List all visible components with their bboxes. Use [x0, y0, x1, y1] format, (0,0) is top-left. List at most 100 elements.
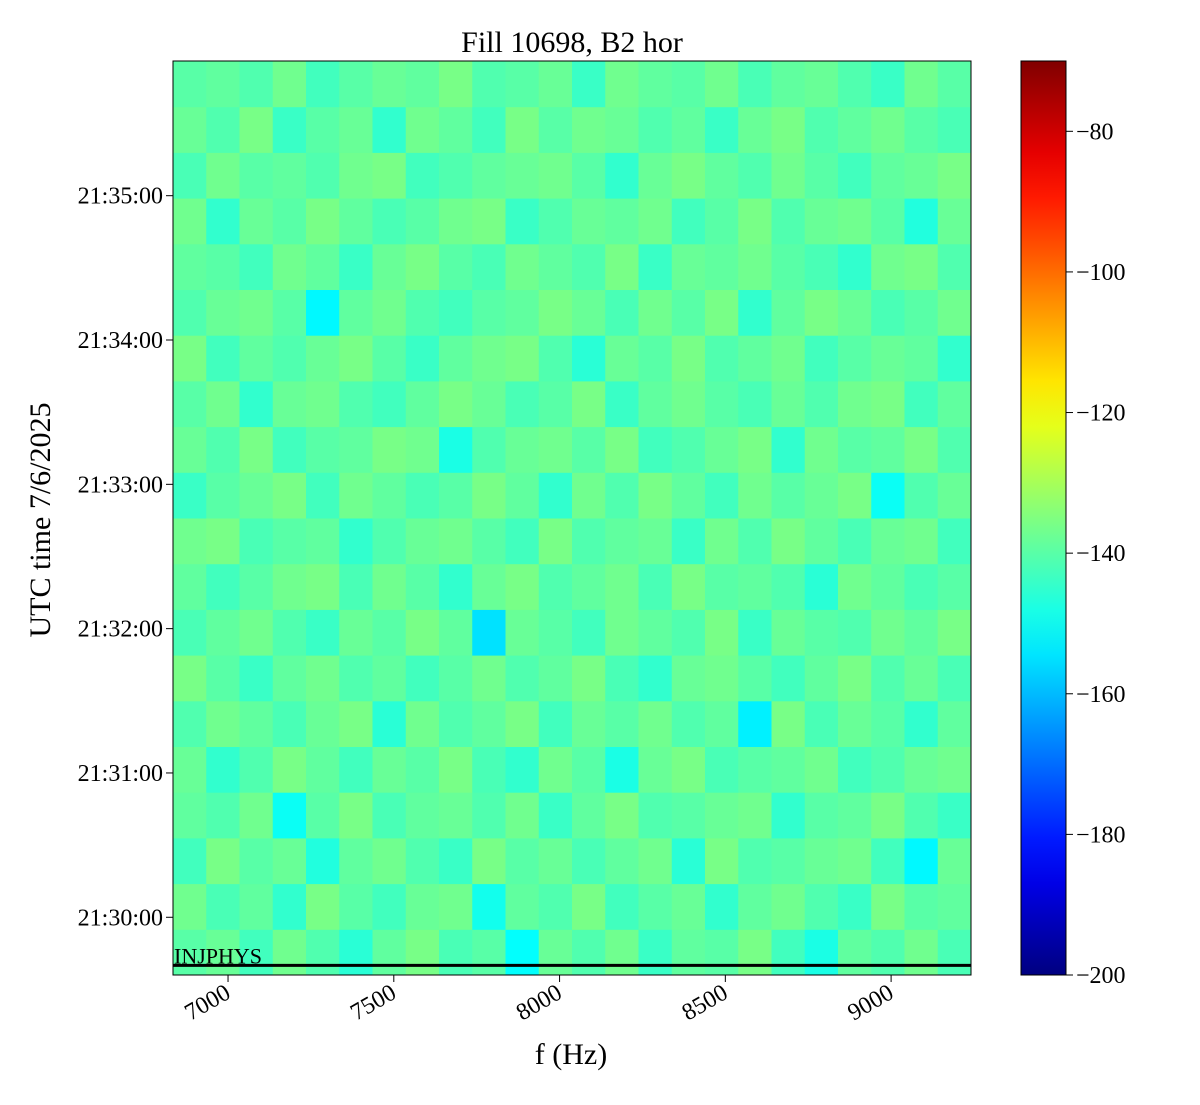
heatmap-cell — [671, 792, 706, 839]
heatmap-cell — [239, 335, 274, 382]
heatmap-cell — [671, 609, 706, 656]
heatmap-cell — [472, 700, 506, 747]
heatmap-cell — [472, 792, 506, 839]
heatmap-cell — [472, 61, 506, 108]
heatmap-cell — [538, 152, 573, 199]
heatmap-cell — [904, 106, 939, 153]
heatmap-cell — [638, 472, 673, 519]
heatmap-cell — [372, 655, 407, 702]
heatmap-cell — [605, 563, 639, 610]
heatmap-cell — [771, 792, 806, 839]
heatmap — [173, 61, 972, 976]
heatmap-cell — [272, 198, 307, 245]
heatmap-cell — [738, 563, 772, 610]
heatmap-cell — [638, 929, 673, 976]
heatmap-cell — [272, 61, 307, 108]
heatmap-cell — [306, 746, 340, 793]
heatmap-cell — [572, 609, 606, 656]
heatmap-cell — [937, 609, 972, 656]
heatmap-cell — [572, 883, 606, 930]
heatmap-cell — [405, 883, 440, 930]
heatmap-cell — [372, 289, 407, 336]
heatmap-cell — [937, 837, 972, 885]
heatmap-cell — [671, 518, 706, 565]
heatmap-cell — [671, 837, 706, 885]
heatmap-cell — [871, 289, 905, 336]
heatmap-cell — [206, 609, 240, 656]
heatmap-cell — [372, 792, 407, 839]
heatmap-cell — [206, 929, 240, 976]
heatmap-cell — [372, 426, 407, 473]
heatmap-cell — [239, 380, 274, 428]
colorbar-tick-label: −80 — [1076, 119, 1114, 145]
heatmap-cell — [439, 335, 473, 382]
heatmap-cell — [738, 198, 772, 245]
heatmap-cell — [339, 792, 373, 839]
heatmap-cell — [306, 198, 340, 245]
heatmap-cell — [671, 472, 706, 519]
heatmap-cell — [937, 61, 972, 108]
heatmap-cell — [239, 563, 274, 610]
colorbar — [1020, 60, 1067, 976]
heatmap-cell — [538, 106, 573, 153]
heatmap-cell — [206, 335, 240, 382]
heatmap-cell — [405, 380, 440, 428]
heatmap-cell — [705, 609, 739, 656]
heatmap-cell — [838, 837, 872, 885]
heatmap-cell — [771, 518, 806, 565]
heatmap-cell — [705, 106, 739, 153]
heatmap-cell — [272, 655, 307, 702]
heatmap-cell — [173, 335, 207, 382]
heatmap-cell — [538, 837, 573, 885]
heatmap-cell — [439, 380, 473, 428]
heatmap-cell — [306, 106, 340, 153]
y-tick-label: 21:32:00 — [78, 617, 163, 643]
heatmap-cell — [572, 792, 606, 839]
heatmap-cell — [505, 380, 540, 428]
heatmap-cell — [538, 380, 573, 428]
heatmap-cell — [605, 883, 639, 930]
heatmap-cell — [505, 61, 540, 108]
heatmap-cell — [505, 792, 540, 839]
heatmap-cell — [206, 883, 240, 930]
heatmap-cell — [472, 106, 506, 153]
heatmap-cell — [871, 243, 905, 290]
x-tick-label: 7500 — [346, 980, 401, 1027]
heatmap-cell — [372, 837, 407, 885]
heatmap-cell — [605, 929, 639, 976]
heatmap-cell — [771, 243, 806, 290]
heatmap-cell — [904, 929, 939, 976]
heatmap-cell — [738, 883, 772, 930]
heatmap-cell — [771, 152, 806, 199]
heatmap-cell — [871, 609, 905, 656]
heatmap-cell — [804, 198, 839, 245]
heatmap-cell — [605, 792, 639, 839]
heatmap-cell — [771, 883, 806, 930]
heatmap-cell — [771, 289, 806, 336]
heatmap-cell — [538, 883, 573, 930]
heatmap-cell — [472, 563, 506, 610]
heatmap-cell — [605, 243, 639, 290]
heatmap-cell — [505, 289, 540, 336]
heatmap-cell — [206, 746, 240, 793]
heatmap-cell — [538, 198, 573, 245]
heatmap-cell — [505, 746, 540, 793]
heatmap-cell — [671, 883, 706, 930]
heatmap-cell — [173, 655, 207, 702]
heatmap-cell — [705, 929, 739, 976]
heatmap-cell — [339, 609, 373, 656]
heatmap-cell — [206, 198, 240, 245]
heatmap-cell — [572, 700, 606, 747]
heatmap-cell — [505, 518, 540, 565]
heatmap-cell — [638, 609, 673, 656]
heatmap-cell — [804, 837, 839, 885]
heatmap-cell — [705, 472, 739, 519]
heatmap-cell — [372, 518, 407, 565]
heatmap-cell — [405, 106, 440, 153]
heatmap-cell — [439, 655, 473, 702]
heatmap-cell — [838, 243, 872, 290]
heatmap-cell — [173, 426, 207, 473]
heatmap-cell — [804, 426, 839, 473]
colorbar-tick-label: −140 — [1076, 541, 1126, 567]
heatmap-cell — [472, 837, 506, 885]
